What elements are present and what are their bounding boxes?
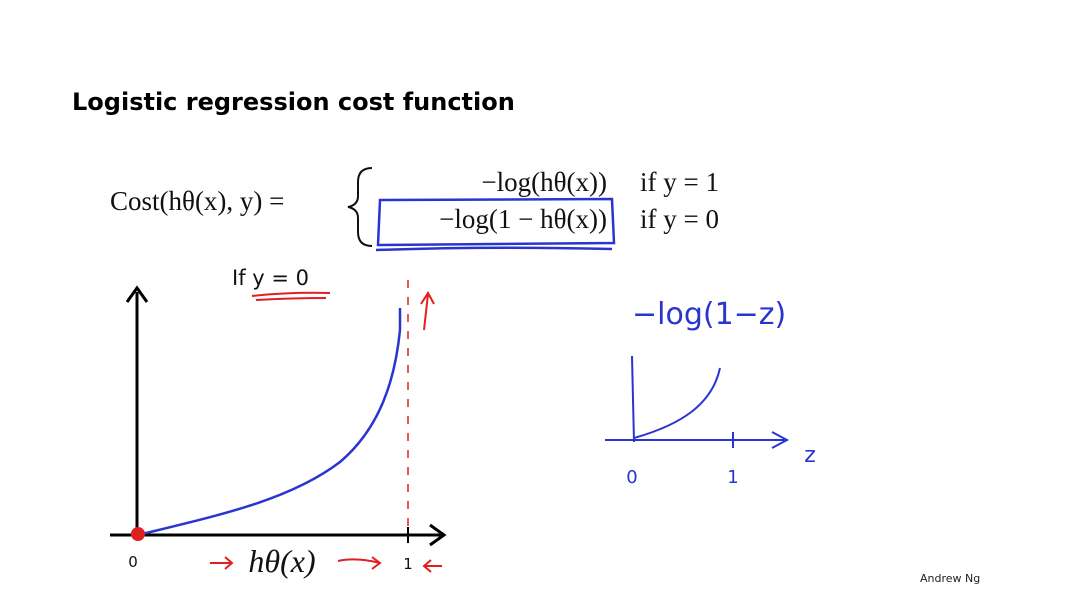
x-axis-label: hθ(x): [248, 543, 315, 579]
slide-title: Logistic regression cost function: [72, 88, 515, 116]
red-underline: [251, 291, 331, 301]
sketch-axis-label: z: [804, 443, 816, 468]
sketch-tick-label: 0: [626, 467, 637, 488]
sketch-curve: [633, 367, 721, 439]
arrow-head: [429, 523, 447, 547]
brace: [347, 167, 373, 247]
sketch-tick-label: 1: [727, 467, 738, 488]
x-tick-label: 0: [128, 553, 138, 571]
cost-curve: [137, 308, 402, 537]
underline: [375, 246, 613, 252]
red-arrow: [210, 556, 234, 570]
case-condition: if y = 1: [640, 167, 719, 197]
case-expression: −log(hθ(x)): [481, 167, 607, 197]
arrow-head: [125, 285, 149, 303]
case-expression: −log(1 − hθ(x)): [439, 204, 607, 234]
red-arrow: [420, 291, 435, 331]
case-condition: if y = 0: [640, 204, 719, 234]
origin-dot: [131, 527, 145, 541]
footer: Andrew Ng: [920, 572, 980, 585]
plot-label: If y = 0: [232, 266, 309, 290]
formula-lhs: Cost(hθ(x), y) =: [110, 186, 284, 216]
red-arrow: [337, 556, 382, 570]
red-arrow: [422, 559, 442, 573]
sketch-y-axis: [631, 355, 635, 443]
arrow-head: [771, 431, 790, 449]
x-tick-label: 1: [403, 555, 413, 573]
highlight-box: [376, 197, 616, 247]
sketch-label: −log(1−z): [632, 297, 786, 332]
